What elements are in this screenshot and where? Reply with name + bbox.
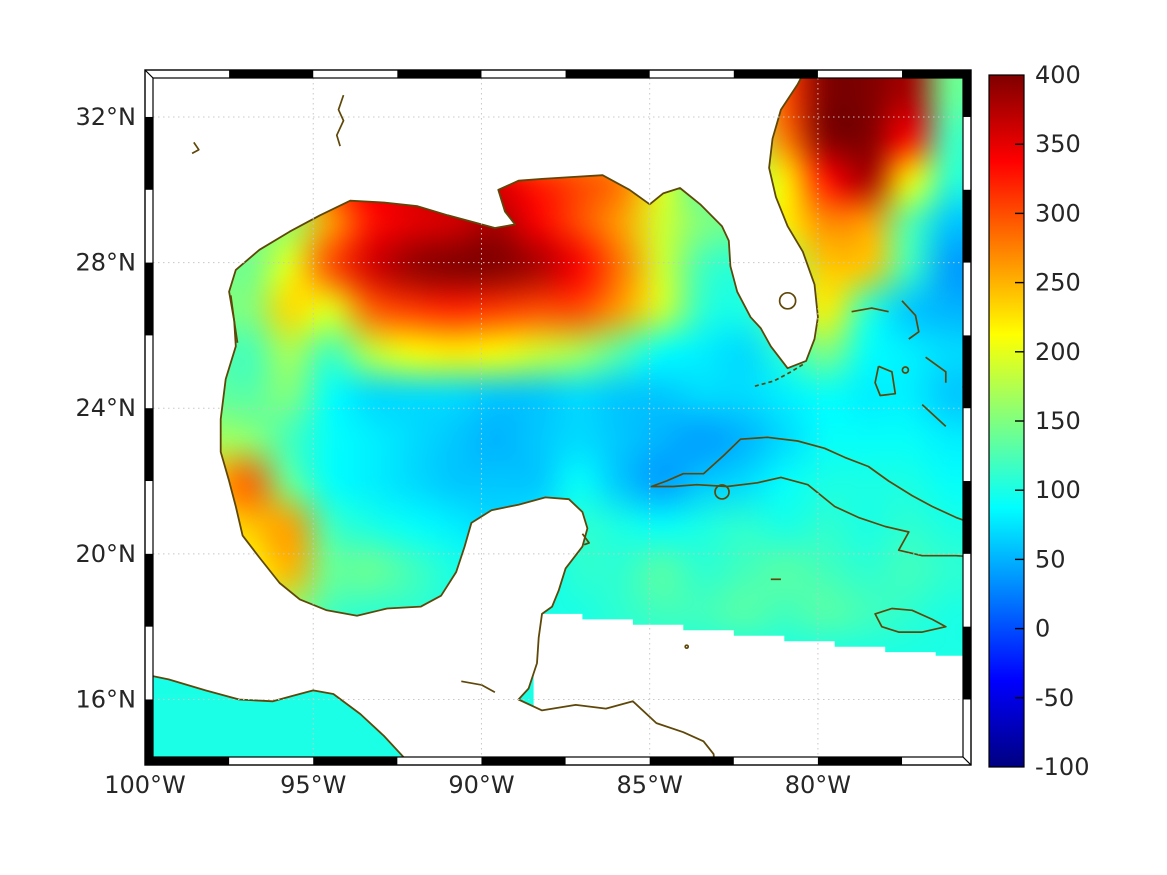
frame-corner-miter bbox=[144, 69, 154, 79]
y-tick-label: 28°N bbox=[76, 249, 137, 277]
frame-band-segment bbox=[145, 262, 153, 336]
frame-band-segment bbox=[817, 757, 903, 765]
coastline-island bbox=[851, 307, 889, 313]
colorbar-tick-label: 400 bbox=[1035, 61, 1081, 89]
frame-band-segment bbox=[145, 699, 153, 765]
coastline-island bbox=[901, 366, 910, 374]
coastline-florida-keys bbox=[753, 363, 804, 388]
frame-corner-miter bbox=[962, 756, 972, 766]
x-tick-label: 95°W bbox=[280, 771, 346, 799]
coastline-island bbox=[925, 356, 947, 383]
y-tick-label: 16°N bbox=[76, 685, 137, 713]
frame-band-segment bbox=[733, 70, 818, 78]
frame-band-segment bbox=[963, 626, 971, 700]
frame-band-segment bbox=[145, 408, 153, 482]
frame-band-segment bbox=[229, 70, 314, 78]
map-frame bbox=[144, 69, 972, 766]
coastline-jamaica bbox=[874, 607, 947, 633]
colorbar-tick-label: 50 bbox=[1035, 545, 1066, 573]
colorbar-tick-label: 250 bbox=[1035, 269, 1081, 297]
x-tick-label: 100°W bbox=[104, 771, 186, 799]
colorbar-tick-label: 300 bbox=[1035, 199, 1081, 227]
coastline-island bbox=[970, 557, 971, 559]
coastline-island bbox=[976, 423, 986, 441]
frame-band-segment bbox=[145, 116, 153, 190]
coastline-island bbox=[921, 403, 947, 428]
frame-band-segment bbox=[649, 757, 734, 765]
y-tick-label: 24°N bbox=[76, 394, 137, 422]
frame-outer-line bbox=[144, 69, 972, 766]
frame-corner-miter bbox=[962, 69, 972, 79]
x-tick-label: 90°W bbox=[448, 771, 514, 799]
colorbar-tick-label: -50 bbox=[1035, 684, 1074, 712]
frame-band-segment bbox=[313, 757, 398, 765]
colorbar-tick-label: 0 bbox=[1035, 615, 1050, 643]
colorbar-tick-label: 100 bbox=[1035, 476, 1081, 504]
y-tick-label: 20°N bbox=[76, 540, 137, 568]
frame-band-segment bbox=[963, 70, 971, 117]
x-tick-label: 85°W bbox=[617, 771, 683, 799]
coastline-island bbox=[581, 533, 590, 546]
lake-okeechobee bbox=[778, 291, 797, 310]
frame-band-segment bbox=[902, 70, 971, 78]
coastline-isla-juventud bbox=[714, 484, 730, 500]
frame-band-segment bbox=[565, 70, 650, 78]
frame-band-segment bbox=[963, 335, 971, 409]
coastline-island bbox=[229, 295, 239, 343]
frame-corner-miter bbox=[144, 756, 154, 766]
colorbar-tick-label: 200 bbox=[1035, 338, 1081, 366]
colorbar-tick-label: 150 bbox=[1035, 407, 1081, 435]
coastline-island bbox=[684, 644, 690, 650]
frame-band-segment bbox=[145, 553, 153, 627]
colorbar-tick-label: 350 bbox=[1035, 130, 1081, 158]
coastline-island bbox=[191, 141, 200, 155]
coastline-island bbox=[874, 365, 897, 397]
coastline-island bbox=[901, 300, 920, 340]
frame-band-segment bbox=[397, 70, 482, 78]
frame-band-segment bbox=[963, 189, 971, 263]
frame-inner-line bbox=[152, 77, 964, 758]
coastline-cuba bbox=[650, 436, 971, 558]
colorbar-tick-label: -100 bbox=[1035, 753, 1089, 781]
frame-band bbox=[145, 70, 971, 78]
coastline-island bbox=[461, 680, 496, 693]
frame-band bbox=[963, 70, 971, 765]
frame-band-segment bbox=[963, 481, 971, 554]
frame-band-segment bbox=[481, 757, 566, 765]
gridlines bbox=[153, 78, 963, 757]
frame-band-segment bbox=[145, 757, 230, 765]
coastline-island bbox=[335, 94, 345, 147]
y-tick-label: 32°N bbox=[76, 103, 137, 131]
coastline-island bbox=[979, 474, 986, 481]
x-tick-label: 80°W bbox=[785, 771, 851, 799]
